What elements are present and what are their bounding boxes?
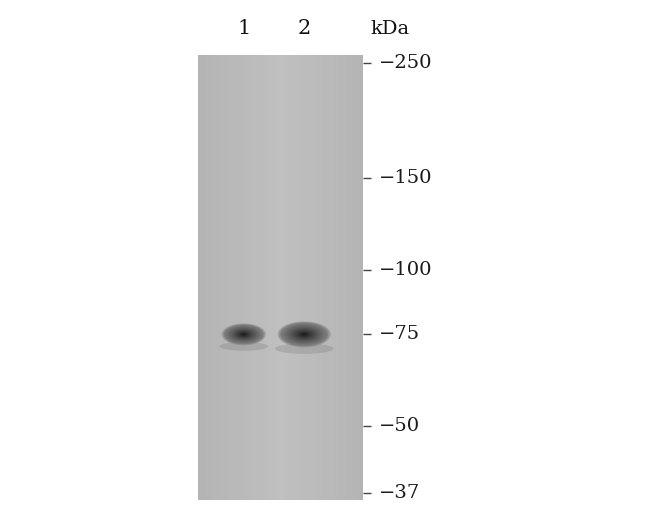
Bar — [256, 55, 260, 500]
Ellipse shape — [291, 328, 318, 341]
Bar — [268, 55, 272, 500]
Ellipse shape — [287, 326, 322, 343]
Ellipse shape — [231, 329, 256, 341]
Ellipse shape — [236, 331, 252, 338]
Bar — [231, 55, 235, 500]
Bar — [334, 55, 338, 500]
Bar — [264, 55, 268, 500]
Bar — [223, 55, 227, 500]
Bar — [301, 55, 305, 500]
Bar — [330, 55, 334, 500]
Bar — [297, 55, 301, 500]
Bar — [214, 55, 219, 500]
Bar — [248, 55, 252, 500]
Bar — [326, 55, 330, 500]
Ellipse shape — [300, 332, 308, 336]
Ellipse shape — [234, 330, 254, 340]
Ellipse shape — [226, 326, 261, 343]
Ellipse shape — [231, 328, 257, 341]
Ellipse shape — [224, 324, 264, 344]
Bar — [235, 55, 239, 500]
Bar — [322, 55, 326, 500]
Bar — [239, 55, 244, 500]
Text: −250: −250 — [379, 55, 432, 72]
Bar — [292, 55, 297, 500]
Ellipse shape — [220, 342, 268, 351]
Bar — [252, 55, 256, 500]
Bar — [313, 55, 317, 500]
Ellipse shape — [239, 332, 248, 336]
Text: −50: −50 — [379, 417, 420, 435]
Ellipse shape — [238, 332, 250, 337]
Ellipse shape — [242, 333, 246, 335]
Ellipse shape — [283, 324, 326, 345]
Bar — [342, 55, 346, 500]
Ellipse shape — [294, 329, 315, 340]
Text: −100: −100 — [379, 261, 432, 279]
Ellipse shape — [280, 323, 328, 346]
Bar — [211, 55, 214, 500]
Ellipse shape — [275, 344, 333, 354]
Bar — [207, 55, 211, 500]
Bar — [272, 55, 276, 500]
Bar — [276, 55, 281, 500]
Bar — [202, 55, 207, 500]
Bar — [317, 55, 322, 500]
Bar — [359, 55, 363, 500]
Ellipse shape — [281, 323, 327, 345]
Bar — [244, 55, 248, 500]
Ellipse shape — [225, 325, 263, 344]
Ellipse shape — [288, 327, 320, 342]
Text: kDa: kDa — [370, 20, 410, 37]
Bar — [289, 55, 292, 500]
Text: 2: 2 — [298, 19, 311, 38]
Bar — [219, 55, 223, 500]
Ellipse shape — [299, 332, 309, 337]
Bar — [354, 55, 359, 500]
Ellipse shape — [303, 334, 306, 335]
Ellipse shape — [295, 330, 313, 339]
Text: −37: −37 — [379, 485, 420, 502]
Ellipse shape — [240, 333, 247, 336]
Ellipse shape — [289, 327, 319, 342]
Ellipse shape — [223, 324, 265, 345]
Bar — [198, 55, 202, 500]
Text: 1: 1 — [237, 19, 250, 38]
Bar — [350, 55, 354, 500]
Ellipse shape — [284, 324, 324, 344]
Ellipse shape — [296, 331, 312, 339]
Bar — [346, 55, 350, 500]
Bar — [305, 55, 309, 500]
Ellipse shape — [298, 331, 311, 337]
Bar — [227, 55, 231, 500]
Bar — [260, 55, 264, 500]
Ellipse shape — [278, 321, 331, 347]
Bar — [198, 55, 363, 500]
Bar — [309, 55, 313, 500]
Bar — [338, 55, 342, 500]
Ellipse shape — [242, 334, 245, 335]
Text: −150: −150 — [379, 170, 432, 187]
Ellipse shape — [222, 323, 266, 345]
Ellipse shape — [228, 327, 259, 342]
Ellipse shape — [235, 330, 253, 339]
Text: −75: −75 — [379, 326, 420, 343]
Ellipse shape — [285, 326, 323, 344]
Bar — [285, 55, 289, 500]
Ellipse shape — [237, 331, 250, 337]
Ellipse shape — [227, 326, 260, 343]
Ellipse shape — [229, 327, 258, 342]
Ellipse shape — [279, 322, 330, 347]
Ellipse shape — [302, 333, 307, 336]
Bar — [281, 55, 285, 500]
Ellipse shape — [233, 329, 255, 340]
Ellipse shape — [292, 329, 316, 340]
